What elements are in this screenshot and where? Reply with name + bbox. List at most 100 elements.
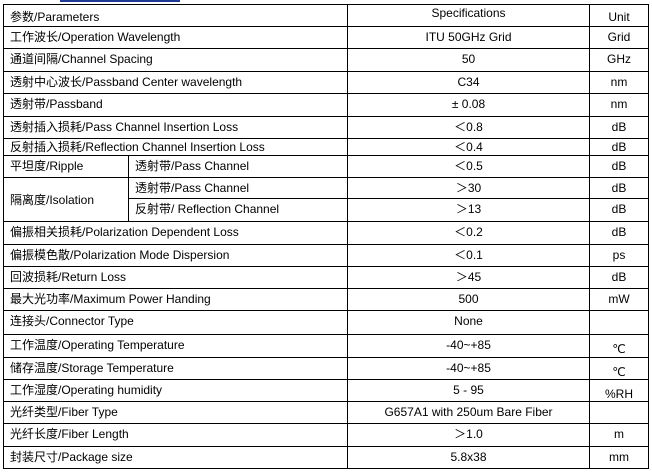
param-text: 光纤类型/Fiber Type — [10, 405, 118, 419]
cell-spec: 5 - 95 — [347, 379, 591, 402]
unit-text: nm — [610, 97, 628, 111]
cell-param: 偏振模色散/Polarization Mode Dispersion — [2, 244, 349, 267]
param-text: 透射插入损耗/Pass Channel Insertion Loss — [10, 120, 239, 134]
unit-text: dB — [611, 181, 627, 195]
table-row: 透射带/Passband ± 0.08 nm — [2, 93, 650, 117]
cell-unit: ps — [589, 244, 650, 267]
header-row: 参数/Parameters Specifications Unit — [2, 4, 650, 27]
spec-text: -40~+85 — [446, 361, 491, 375]
table-row: 透射插入损耗/Pass Channel Insertion Loss ＜0.8 dB — [2, 116, 650, 139]
cell-spec: ± 0.08 — [347, 93, 591, 117]
header-spec-text: Specifications — [431, 6, 506, 20]
table-row: 反射插入损耗/Reflection Channel Insertion Loss… — [2, 138, 650, 156]
cell-param: 工作温度/Operating Temperature — [2, 334, 349, 358]
cell-spec: ＜0.4 — [347, 138, 591, 156]
unit-text: dB — [611, 202, 627, 216]
cell-param: 储存温度/Storage Temperature — [2, 357, 349, 380]
spec-text: ＜0.5 — [454, 159, 483, 173]
cell-unit: dB — [589, 177, 650, 199]
unit-text: m — [614, 427, 625, 441]
header-specifications: Specifications — [347, 4, 591, 27]
cell-spec: ＜0.8 — [347, 116, 591, 139]
cell-unit: mW — [589, 288, 650, 311]
cell-param: 透射中心波长/Passband Center wavelength — [2, 71, 349, 94]
specifications-table: 参数/Parameters Specifications Unit 工作波长/O… — [2, 4, 650, 469]
param-text: 回波损耗/Return Loss — [10, 270, 127, 284]
unit-text — [591, 403, 648, 406]
param-text: 最大光功率/Maximum Power Handing — [10, 292, 211, 306]
unit-text: ℃ — [612, 342, 626, 356]
cell-param: 通道间隔/Channel Spacing — [2, 48, 349, 72]
param-text: 透射带/Passband — [10, 97, 103, 111]
cell-unit: dB — [589, 198, 650, 222]
table-row: 透射中心波长/Passband Center wavelength C34 nm — [2, 71, 650, 94]
cell-unit: GHz — [589, 48, 650, 72]
spec-text: ＞1.0 — [454, 427, 483, 441]
param-text: 反射插入损耗/Reflection Channel Insertion Loss — [10, 140, 265, 154]
table-row: 隔离度/Isolation 透射带/Pass Channel ＞30 dB — [3, 177, 650, 222]
param-text: 工作温度/Operating Temperature — [10, 338, 185, 352]
cell-param: 偏振相关损耗/Polarization Dependent Loss — [2, 221, 349, 245]
param-text: 隔离度/Isolation — [10, 192, 95, 207]
param-text: 平坦度/Ripple — [10, 159, 84, 173]
spec-text: ＜0.4 — [454, 140, 483, 154]
spec-text: ＞13 — [455, 202, 482, 216]
param-text: 工作湿度/Operating humidity — [10, 383, 163, 397]
spec-text: ＜0.8 — [454, 120, 483, 134]
cell-spec: 50 — [347, 48, 591, 72]
spec-text: ＜0.2 — [454, 225, 483, 239]
cell-spec: -40~+85 — [347, 334, 591, 358]
cell-unit: Grid — [589, 26, 650, 49]
cell-spec: ITU 50GHz Grid — [347, 26, 591, 49]
unit-text: mW — [608, 292, 630, 306]
cell-spec: ＞30 — [347, 177, 591, 199]
unit-text: dB — [611, 120, 627, 134]
spec-text: G657A1 with 250um Bare Fiber — [384, 405, 553, 419]
unit-text: dB — [611, 225, 627, 239]
sub-text: 透射带/Pass Channel — [135, 181, 250, 195]
cell-spec: C34 — [347, 71, 591, 94]
cell-param: 封装尺寸/Package size — [2, 446, 349, 469]
unit-text: %RH — [605, 387, 634, 401]
spec-text: 500 — [458, 292, 479, 306]
cell-spec: 5.8x38 — [347, 446, 591, 469]
cell-unit: mm — [589, 446, 650, 469]
cell-unit: ℃ — [589, 357, 650, 380]
cell-param: 反射插入损耗/Reflection Channel Insertion Loss — [2, 138, 349, 156]
header-parameters-text: 参数/Parameters — [10, 10, 100, 24]
table-row: 回波损耗/Return Loss ＞45 dB — [2, 266, 650, 289]
table-row: 储存温度/Storage Temperature -40~+85 ℃ — [2, 357, 650, 380]
cell-spec: ＜0.1 — [347, 244, 591, 267]
spec-text: ＞30 — [455, 181, 482, 195]
unit-text: dB — [611, 270, 627, 284]
cell-param: 最大光功率/Maximum Power Handing — [2, 288, 349, 311]
cell-unit: dB — [589, 266, 650, 289]
table-row: 光纤长度/Fiber Length ＞1.0 m — [2, 423, 650, 447]
param-text: 偏振模色散/Polarization Mode Dispersion — [10, 248, 230, 262]
cell-spec: ＜0.5 — [347, 155, 591, 178]
cell-param: 回波损耗/Return Loss — [2, 266, 349, 289]
table-row: 通道间隔/Channel Spacing 50 GHz — [2, 48, 650, 72]
spec-text: ± 0.08 — [451, 97, 486, 111]
sub-text: 反射带/ Reflection Channel — [135, 202, 280, 216]
cell-unit: %RH — [589, 379, 650, 402]
unit-text: dB — [611, 159, 627, 173]
param-text: 透射中心波长/Passband Center wavelength — [10, 75, 243, 89]
spec-text: None — [454, 314, 483, 328]
cell-spec: ＞1.0 — [347, 423, 591, 447]
table-row: 平坦度/Ripple 透射带/Pass Channel ＜0.5 dB — [3, 155, 650, 178]
cell-sub: 透射带/Pass Channel — [127, 155, 349, 178]
cell-param: 工作湿度/Operating humidity — [2, 379, 349, 402]
param-text: 工作波长/Operation Wavelength — [10, 30, 181, 44]
param-text: 封装尺寸/Package size — [10, 450, 133, 464]
cell-spec: None — [347, 310, 591, 335]
header-parameters: 参数/Parameters — [2, 4, 349, 27]
unit-text: GHz — [607, 52, 632, 66]
cell-unit: dB — [589, 138, 650, 156]
spec-text: C34 — [457, 75, 480, 89]
cell-param: 透射带/Passband — [2, 93, 349, 117]
cell-unit: dB — [589, 116, 650, 139]
param-text: 偏振相关损耗/Polarization Dependent Loss — [10, 225, 239, 239]
cell-param: 连接头/Connector Type — [2, 310, 349, 335]
sub-text: 透射带/Pass Channel — [135, 159, 250, 173]
